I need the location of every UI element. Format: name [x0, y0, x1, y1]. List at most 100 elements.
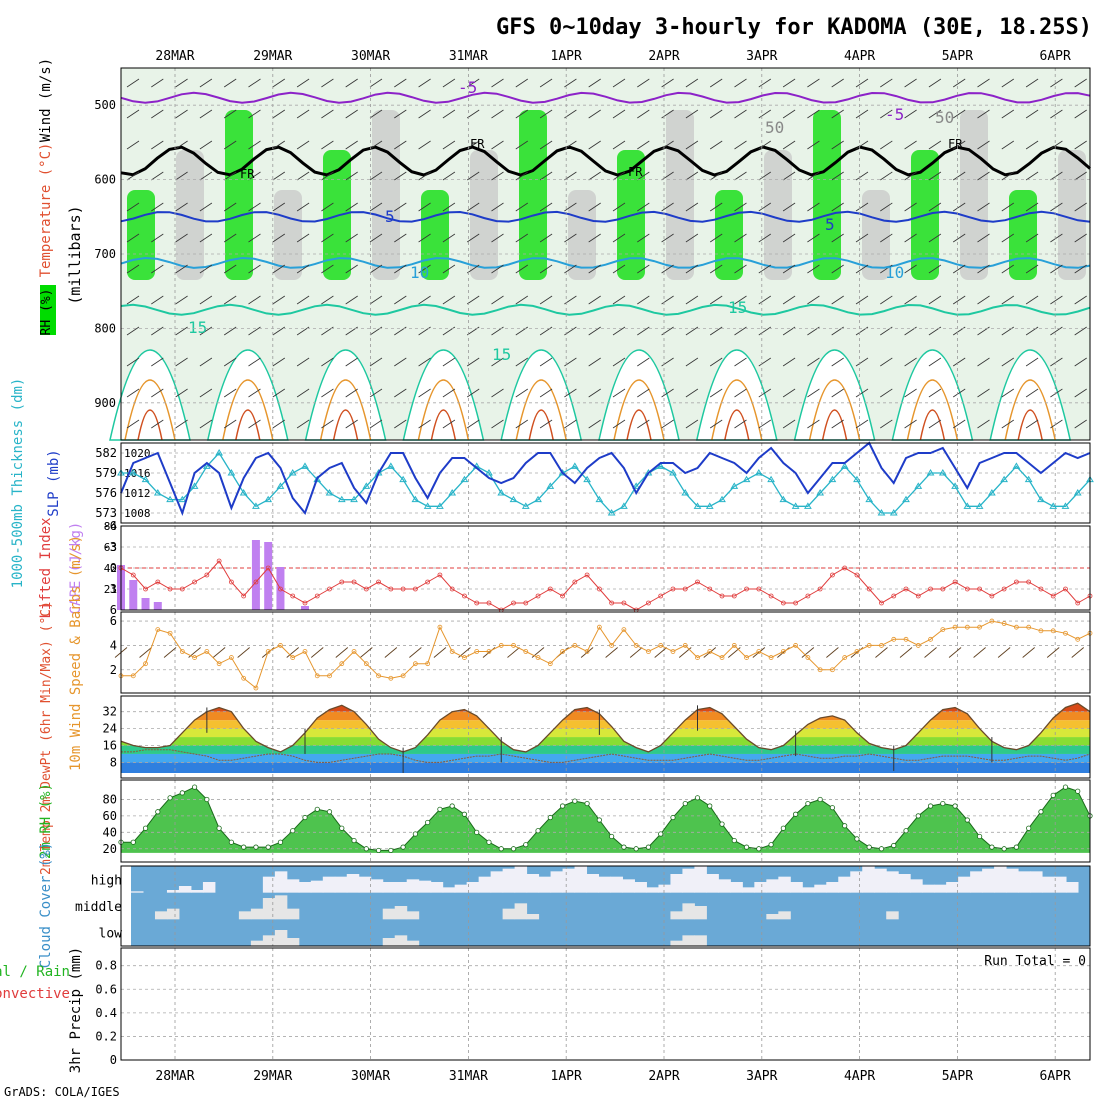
wind-barb	[1074, 388, 1087, 398]
rh-marker	[510, 846, 517, 852]
cloud-cell	[982, 868, 995, 893]
wind-barb	[758, 202, 772, 212]
cloud-cell	[154, 911, 168, 920]
wind-speed-marker	[449, 649, 455, 654]
wind-speed-marker	[1063, 630, 1068, 636]
wind-barb	[637, 233, 650, 243]
thickness-marker	[276, 482, 285, 489]
thickness-marker	[460, 475, 469, 483]
wind-barb	[515, 202, 529, 212]
wind-barb	[369, 109, 383, 119]
lifted-index-marker	[805, 593, 811, 599]
wind-barb	[1074, 326, 1087, 336]
temp-band	[121, 720, 1090, 729]
lifted-index-marker	[523, 600, 529, 606]
wind-speed-marker	[744, 655, 749, 660]
thickness-marker	[791, 502, 800, 509]
thickness-marker	[215, 449, 224, 456]
surface-wind-barb	[360, 647, 373, 658]
wind-barb	[248, 109, 261, 119]
cloud-cell	[298, 882, 312, 893]
wind-barb	[345, 419, 358, 429]
rh-marker	[461, 811, 468, 817]
wind-barb	[952, 419, 966, 429]
wind-barb	[491, 419, 504, 429]
lifted-index-marker	[474, 600, 480, 606]
wind-barb	[709, 388, 723, 398]
wind-speed-marker	[854, 649, 860, 654]
wind-barb	[442, 264, 456, 274]
wind-barb	[977, 78, 990, 88]
date-label-bottom: 2APR	[648, 1069, 679, 1084]
wind-barb	[612, 419, 626, 429]
wind-barb	[223, 388, 237, 398]
wind-speed-marker	[940, 627, 946, 632]
rh-marker	[658, 831, 664, 837]
isotherm-line	[120, 145, 1091, 177]
wind-speed-marker	[989, 618, 995, 624]
wind-barb	[539, 326, 553, 336]
wind-barb	[272, 109, 286, 119]
wind-barb	[977, 109, 990, 119]
wind-barb	[1050, 295, 1063, 305]
slp-axis-title: SLP (mb)	[46, 449, 62, 516]
wind-barb	[321, 295, 334, 305]
wind-barb	[175, 202, 188, 212]
rh-marker	[731, 837, 737, 844]
wind-barb	[612, 109, 626, 119]
temp-band	[121, 711, 1090, 721]
wind-speed-marker	[731, 643, 737, 648]
cape-li-frame	[120, 525, 1091, 611]
temperature-line	[120, 702, 1091, 753]
temperature-axis-title: 2m Temp 2m DewPt (6hr Min/Max) (°C)	[39, 601, 54, 875]
wind-barb	[418, 357, 431, 367]
wind-barb	[248, 233, 261, 243]
wind-barb	[345, 264, 358, 274]
wind-barb	[831, 202, 844, 212]
wind-barb	[928, 419, 942, 429]
cloud-cell	[634, 882, 647, 893]
rh-cell	[813, 110, 841, 280]
wind-barb	[734, 233, 747, 243]
wind-barb	[952, 357, 966, 367]
wind-barb	[1001, 419, 1015, 429]
thickness-marker	[301, 462, 309, 469]
wind-barb	[977, 295, 990, 305]
surface-wind-barb	[752, 647, 766, 658]
lifted-index-marker	[560, 593, 565, 599]
wind-barb	[928, 233, 942, 243]
wind-barb	[223, 264, 237, 274]
wind-barb	[1050, 419, 1063, 429]
wind-barb	[855, 388, 869, 398]
wind-barb	[539, 78, 553, 88]
precip-tick-label: 0	[110, 1053, 117, 1067]
lifted-index-marker	[486, 600, 492, 606]
rh-marker	[523, 842, 529, 848]
wind-barb	[782, 357, 796, 367]
wind-barb	[952, 295, 966, 305]
cape-bar	[141, 598, 150, 610]
wind-barb	[855, 140, 869, 150]
cloud-cell	[274, 930, 288, 946]
thickness-marker	[141, 475, 150, 483]
cloud-frame	[120, 865, 1091, 947]
rh-marker	[412, 831, 418, 837]
thickness-marker	[350, 495, 358, 503]
cloud-cell	[778, 911, 791, 920]
wind-barb	[369, 295, 383, 305]
wind-barb	[442, 233, 456, 243]
date-label-bottom: 29MAR	[253, 1069, 292, 1084]
cloud-cell	[946, 882, 959, 893]
wind-barb	[442, 140, 456, 150]
rh-marker	[817, 796, 823, 803]
wind-barb	[321, 233, 334, 243]
lifted-index-marker	[216, 558, 222, 564]
wind-barb	[248, 326, 261, 336]
lifted-index-marker	[1001, 586, 1007, 592]
wind-barb	[272, 326, 286, 336]
wind-barb	[296, 202, 310, 212]
wind-barb	[345, 109, 358, 119]
wind-barb	[807, 140, 820, 150]
wind-barb	[782, 202, 796, 212]
surface-wind-barb	[899, 647, 913, 658]
